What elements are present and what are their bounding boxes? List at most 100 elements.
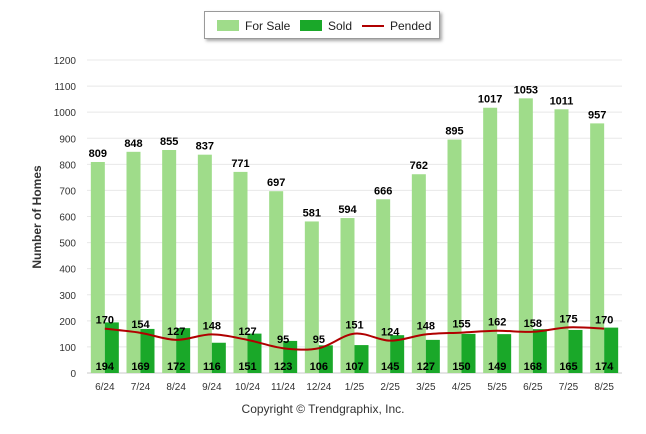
for-sale-value-label: 1011 [550,95,574,107]
y-tick-label: 1000 [54,108,77,119]
pended-value-label: 162 [488,317,506,329]
x-tick-label: 2/25 [380,382,400,393]
for-sale-value-label: 895 [445,126,463,138]
sold-value-label: 127 [417,361,435,373]
legend-item-for-sale[interactable]: For Sale [217,19,290,33]
sold-value-label: 169 [131,361,149,373]
sold-bar [390,335,405,373]
y-tick-label: 300 [59,291,76,302]
sold-value-label: 106 [310,361,328,373]
for-sale-value-label: 1053 [514,84,538,96]
y-tick-label: 1100 [54,82,76,93]
sold-bar [140,328,155,373]
for-sale-value-label: 848 [124,138,142,150]
sold-value-label: 168 [524,361,542,373]
y-tick-label: 100 [59,343,76,354]
x-tick-label: 8/24 [166,382,186,393]
for-sale-value-label: 1017 [478,94,502,106]
for-sale-bar [90,161,105,373]
sold-bar [247,333,262,373]
for-sale-bar [126,151,141,373]
y-tick-label: 700 [59,186,76,197]
sold-value-label: 107 [345,361,363,373]
for-sale-bar [590,123,605,373]
for-sale-value-label: 855 [160,136,178,148]
copyright-credit: Copyright © Trendgraphix, Inc. [241,402,405,416]
pended-value-label: 124 [381,327,400,339]
sold-bar [211,342,226,373]
pended-value-label: 154 [131,319,150,331]
sold-value-label: 149 [488,361,506,373]
for-sale-bar [197,154,212,373]
sold-bar [425,339,440,373]
x-tick-label: 10/24 [235,382,260,393]
x-tick-label: 12/24 [306,382,331,393]
y-tick-label: 900 [59,134,76,145]
sold-bar [354,345,369,373]
y-tick-label: 800 [59,160,76,171]
for-sale-value-label: 581 [303,207,321,219]
x-tick-label: 1/25 [345,382,365,393]
sold-value-label: 150 [452,361,470,373]
x-tick-label: 4/25 [452,382,472,393]
for-sale-value-label: 594 [338,204,357,216]
for-sale-bar [447,139,462,373]
sold-value-label: 116 [203,361,221,373]
y-tick-label: 200 [59,317,76,328]
y-axis-title: Number of Homes [30,165,44,269]
y-tick-label: 600 [59,213,76,224]
for-sale-value-label: 809 [89,148,107,160]
for-sale-bar [518,98,533,373]
for-sale-bar [304,221,319,373]
for-sale-bar [376,199,391,373]
x-tick-label: 6/25 [523,382,543,393]
pended-value-label: 170 [96,315,114,327]
y-tick-label: 1200 [54,56,77,67]
for-sale-bar [411,174,426,373]
pended-value-label: 155 [452,319,470,331]
data-labels: 809 170 194 848 154 169 855 127 172 837 148 116 771 1… [89,84,615,373]
for-sale-value-label: 666 [374,185,392,197]
for-sale-bar [162,149,177,373]
sold-value-label: 123 [274,361,292,373]
pended-value-label: 170 [595,315,613,327]
sold-value-label: 174 [595,361,614,373]
for-sale-value-label: 957 [588,109,606,121]
for-sale-value-label: 762 [410,160,428,172]
pended-line-path [104,326,605,351]
sold-bar [104,322,119,373]
x-axis: 6/24 7/24 8/24 9/24 10/24 11/24 12/24 1/25 2/25 3… [95,382,614,393]
pended-swatch [362,25,384,27]
sold-bar [532,329,547,373]
x-tick-label: 3/25 [416,382,436,393]
sold-value-label: 165 [559,361,577,373]
for-sale-bar [483,107,498,374]
sold-bar [604,327,619,373]
pended-value-label: 95 [277,334,289,346]
x-tick-label: 6/24 [95,382,115,393]
for-sale-value-label: 771 [231,158,249,170]
sold-bar [497,334,512,373]
pended-value-label: 148 [417,320,435,332]
pended-value-label: 151 [345,320,363,332]
for-sale-bar [269,191,284,373]
for-sale-swatch [217,20,239,31]
y-axis: 0 100 200 300 400 500 600 700 800 900 1000 1100 1200 [54,56,77,380]
legend: For Sale Sold Pended [204,11,440,39]
sold-value-label: 194 [96,361,115,373]
sold-value-label: 151 [238,361,256,373]
sold-value-label: 172 [167,361,185,373]
sold-bar [568,329,583,373]
x-tick-label: 7/25 [559,382,579,393]
legend-label-for-sale: For Sale [245,19,291,33]
pended-value-label: 148 [203,320,221,332]
pended-value-label: 175 [559,313,577,325]
sold-bar [318,345,333,373]
pended-value-label: 127 [238,326,256,338]
legend-item-pended[interactable]: Pended [362,19,431,33]
pended-value-label: 95 [313,334,325,346]
x-tick-label: 7/24 [131,382,151,393]
legend-item-sold[interactable]: Sold [300,19,352,33]
x-tick-label: 5/25 [487,382,507,393]
pended-line [104,326,605,351]
